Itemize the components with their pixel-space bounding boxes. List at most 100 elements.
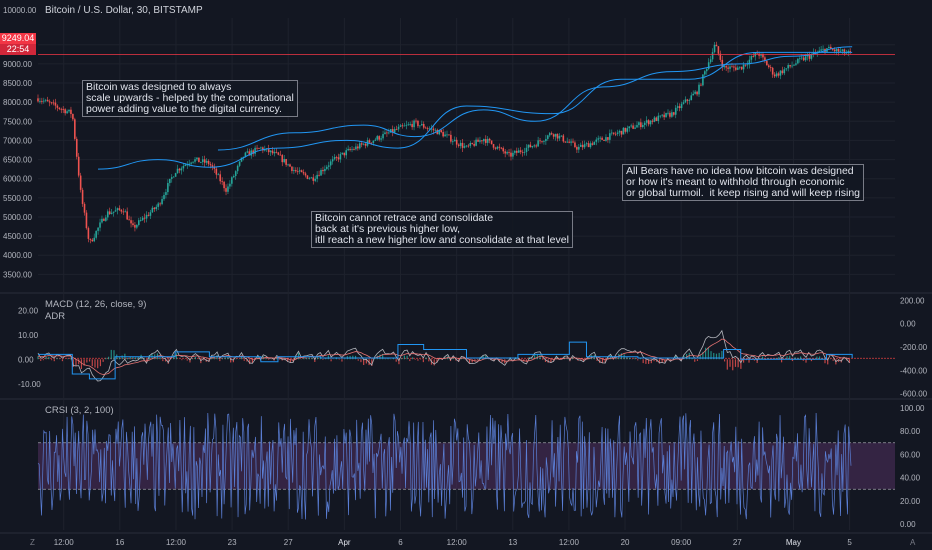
auto-scale-icon[interactable]: A	[910, 538, 916, 547]
macd-histogram-bar	[308, 357, 310, 360]
candle-body	[159, 203, 161, 205]
candle-body	[395, 129, 398, 130]
candle-body	[583, 144, 586, 148]
candle-body	[293, 170, 295, 172]
macd-histogram-bar	[162, 359, 164, 362]
macd-histogram-bar	[94, 359, 96, 368]
macd-histogram-bar	[135, 357, 137, 360]
candle-body	[50, 102, 53, 104]
macd-right-tick-label: 200.00	[900, 296, 925, 305]
time-tick-label: 27	[733, 538, 742, 547]
candle-body	[436, 129, 439, 135]
candle-body	[797, 58, 799, 64]
macd-histogram-bar	[273, 359, 275, 361]
timezone-icon[interactable]: Z	[30, 538, 35, 547]
candle-body	[562, 135, 565, 142]
macd-histogram-bar	[145, 359, 148, 362]
macd-histogram-bar	[485, 355, 487, 360]
macd-histogram-bar	[639, 358, 642, 360]
candle-body	[742, 64, 745, 70]
candle-body	[640, 122, 642, 127]
candle-body	[775, 73, 778, 77]
candle-body	[438, 130, 441, 135]
candle-body	[234, 171, 237, 177]
annotation-designed[interactable]: Bitcoin was designed to always scale upw…	[82, 80, 298, 117]
macd-histogram-bar	[281, 359, 283, 361]
candle-body	[564, 141, 567, 143]
candle-body	[568, 141, 570, 143]
macd-histogram-bar	[588, 357, 590, 360]
candle-body	[651, 120, 654, 122]
candle-body	[626, 128, 629, 132]
candle-body	[479, 140, 481, 142]
candle-body	[773, 74, 776, 77]
candle-body	[653, 117, 656, 122]
macd-histogram-bar	[230, 359, 232, 363]
macd-histogram-bar	[553, 359, 555, 362]
candle-body	[661, 114, 663, 116]
macd-histogram-bar	[718, 352, 720, 360]
candle-body	[547, 135, 549, 139]
candle-body	[736, 67, 739, 70]
candle-body	[360, 143, 363, 145]
cycle-wave-b	[217, 46, 853, 151]
macd-histogram-bar	[794, 357, 796, 360]
macd-histogram-bar	[658, 359, 661, 364]
candle-body	[771, 67, 774, 75]
candle-body	[647, 120, 650, 125]
macd-histogram-bar	[61, 359, 64, 362]
candle-body	[556, 133, 559, 139]
candle-body	[531, 146, 534, 148]
candle-body	[649, 120, 652, 125]
macd-histogram-bar	[661, 359, 663, 363]
candle-body	[198, 157, 200, 163]
crsi-label[interactable]: CRSI (3, 2, 100)	[45, 405, 114, 416]
candle-body	[302, 172, 305, 174]
candle-body	[558, 135, 561, 139]
candle-body	[731, 66, 733, 68]
candle-body	[382, 134, 384, 139]
candle-body	[605, 137, 607, 141]
macd-histogram-bar	[37, 356, 39, 360]
candle-body	[523, 151, 526, 153]
candle-body	[581, 144, 584, 148]
candle-body	[705, 69, 708, 72]
candle-body	[246, 151, 249, 153]
candle-body	[310, 177, 313, 179]
candle-body	[147, 214, 150, 216]
time-tick-label: 12:00	[166, 538, 187, 547]
macd-histogram-bar	[827, 359, 829, 365]
candle-body	[508, 152, 510, 153]
candle-body	[837, 48, 840, 52]
candle-body	[163, 195, 165, 200]
candle-body	[510, 152, 512, 157]
candle-body	[415, 120, 417, 122]
candle-body	[628, 126, 631, 129]
candle-body	[353, 149, 355, 151]
candle-body	[279, 154, 282, 156]
macd-histogram-bar	[83, 359, 85, 366]
adr-label[interactable]: ADR	[45, 311, 66, 322]
candle-body	[481, 140, 483, 142]
price-tick-label: 3500.00	[3, 270, 32, 279]
macd-label[interactable]: MACD (12, 26, close, 9)	[45, 299, 147, 310]
candle-body	[498, 146, 501, 148]
candle-body	[572, 141, 574, 143]
macd-histogram-bar	[802, 359, 804, 361]
crsi-tick-label: 40.00	[900, 474, 921, 483]
macd-histogram-bar	[159, 357, 161, 360]
candle-body	[326, 166, 328, 169]
candle-body	[170, 177, 173, 179]
candle-body	[72, 114, 74, 120]
candle-body	[428, 128, 431, 130]
candle-body	[347, 148, 349, 151]
macd-histogram-bar	[164, 359, 167, 362]
annotation-retrace[interactable]: Bitcoin cannot retrace and consolidate b…	[311, 211, 573, 248]
time-tick-label: 12:00	[559, 538, 580, 547]
macd-histogram-bar	[723, 359, 726, 362]
macd-histogram-bar	[118, 357, 121, 360]
macd-histogram-bar	[629, 357, 631, 360]
annotation-bears[interactable]: All Bears have no idea how bitcoin was d…	[622, 164, 865, 201]
candle-body	[781, 70, 784, 74]
candle-body	[717, 46, 720, 54]
